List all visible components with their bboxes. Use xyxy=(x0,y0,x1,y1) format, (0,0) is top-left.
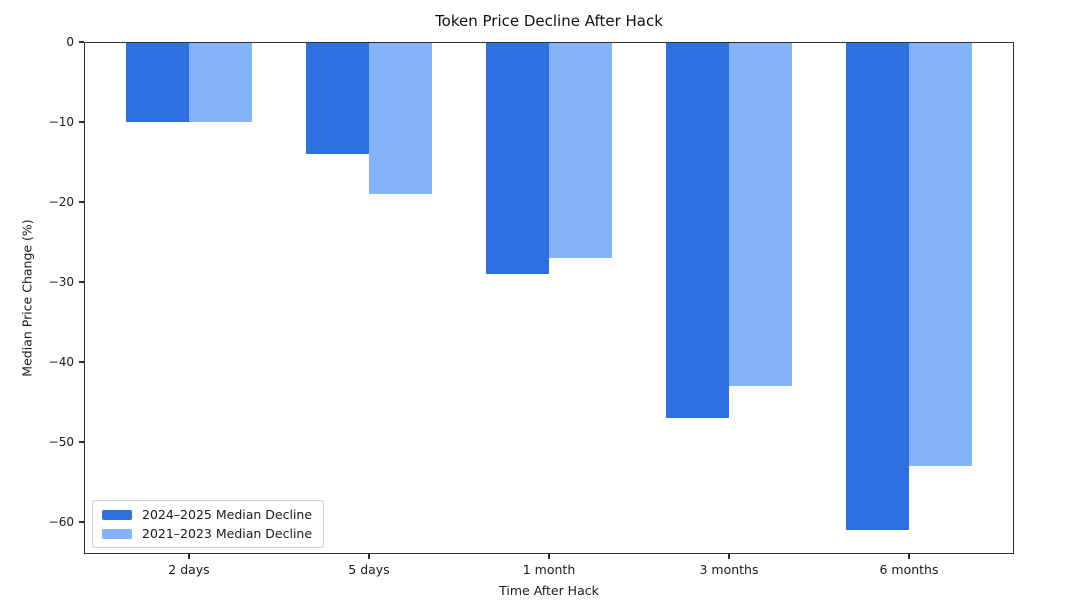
bar-1-month-series1 xyxy=(549,42,612,258)
bar-6-months-series1 xyxy=(909,42,972,466)
legend-label-series1: 2021–2023 Median Decline xyxy=(142,526,313,541)
legend-row-series0: 2024–2025 Median Decline xyxy=(102,507,312,522)
y-tick-mark xyxy=(79,281,84,283)
bar-2-days-series1 xyxy=(188,42,252,122)
bar-1-month-series0 xyxy=(485,42,549,274)
bar-3-months-series1 xyxy=(729,42,792,386)
y-tick-label: −20 xyxy=(48,195,74,209)
legend-swatch-series1 xyxy=(102,528,132,539)
x-tick-mark xyxy=(548,554,550,559)
x-tick-label: 6 months xyxy=(879,562,939,577)
x-tick-mark xyxy=(368,554,370,559)
y-tick-label: −60 xyxy=(48,515,74,529)
x-tick-mark xyxy=(188,554,190,559)
x-tick-mark xyxy=(728,554,730,559)
y-tick-mark xyxy=(79,121,84,123)
y-tick-label: −10 xyxy=(48,115,74,129)
legend-row-series1: 2021–2023 Median Decline xyxy=(102,526,312,541)
x-tick-label: 2 days xyxy=(168,562,210,577)
legend-swatch-series0 xyxy=(102,509,132,520)
y-tick-mark xyxy=(79,41,84,43)
y-tick-label: 0 xyxy=(66,35,74,49)
bar-5-days-series0 xyxy=(305,42,369,154)
y-tick-mark xyxy=(79,201,84,203)
bar-2-days-series0 xyxy=(125,42,189,122)
x-tick-mark xyxy=(908,554,910,559)
bar-5-days-series1 xyxy=(368,42,432,194)
y-tick-mark xyxy=(79,441,84,443)
legend: 2024–2025 Median Decline 2021–2023 Median… xyxy=(92,500,325,548)
y-tick-mark xyxy=(79,521,84,523)
x-tick-label: 5 days xyxy=(348,562,390,577)
bar-6-months-series0 xyxy=(846,42,909,530)
y-tick-mark xyxy=(79,361,84,363)
x-tick-label: 1 month xyxy=(522,562,576,577)
bar-3-months-series0 xyxy=(666,42,729,418)
x-tick-label: 3 months xyxy=(699,562,759,577)
legend-label-series0: 2024–2025 Median Decline xyxy=(142,507,313,522)
y-tick-label: −50 xyxy=(48,435,74,449)
chart-title: Token Price Decline After Hack xyxy=(435,12,663,30)
y-tick-label: −30 xyxy=(48,275,74,289)
y-tick-label: −40 xyxy=(48,355,74,369)
x-axis-title: Time After Hack xyxy=(499,583,599,598)
